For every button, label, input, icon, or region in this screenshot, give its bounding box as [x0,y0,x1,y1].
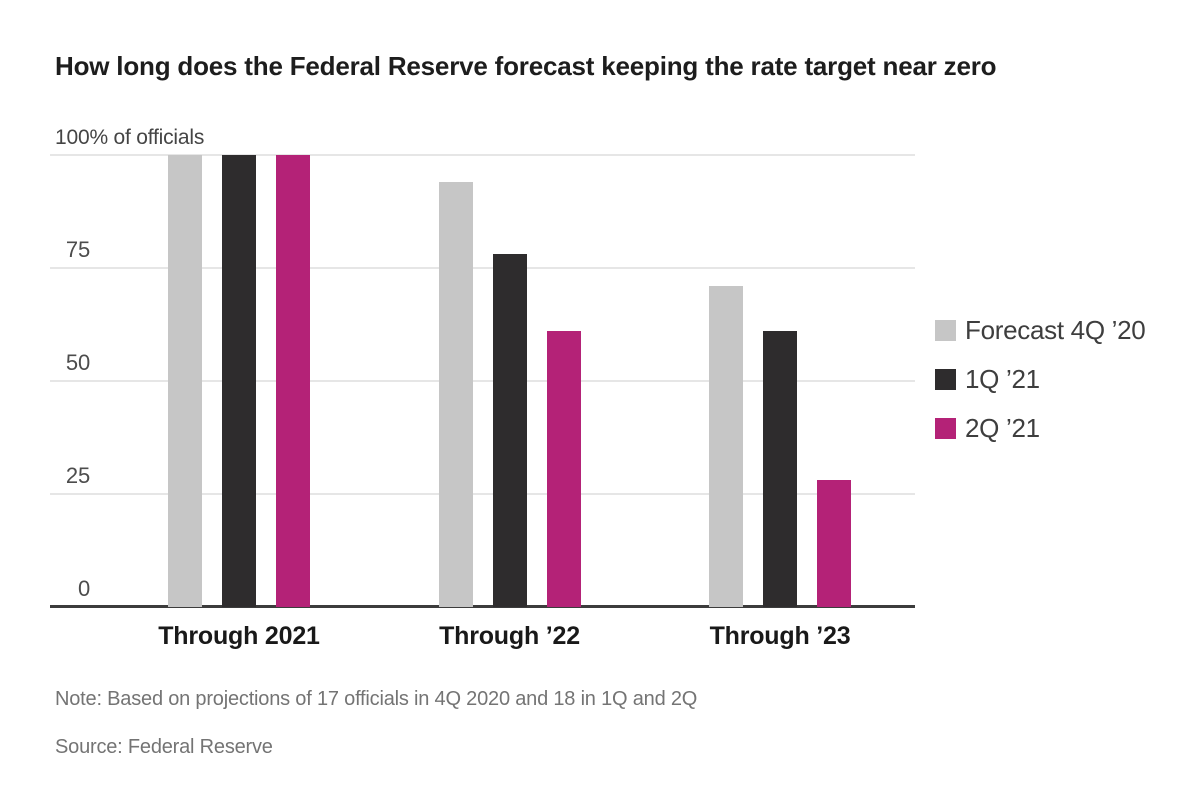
x-axis-baseline [50,605,915,608]
legend-swatch-icon [935,418,956,439]
gridline [50,267,915,269]
y-tick-label: 25 [65,463,90,488]
x-category-label: Through ’23 [709,622,851,650]
bar-through-’23-s0 [709,286,743,607]
y-tick-label: 0 [77,576,90,601]
y-axis-unit-label: 100% of officials [55,126,205,149]
y-tick-label: 50 [65,350,90,375]
bar-through-2021-s0 [168,155,202,607]
legend-label: 1Q ’21 [965,364,1040,394]
bar-through-2021-s1 [222,155,256,607]
legend-label: 2Q ’21 [965,413,1040,443]
y-tick-label: 75 [65,237,90,262]
gridline [50,493,915,495]
legend-swatch-icon [935,320,956,341]
legend: Forecast 4Q ’20 1Q ’21 2Q ’21 [935,306,1146,453]
bar-through-’23-s1 [763,331,797,607]
x-category-label: Through ’22 [439,622,580,650]
legend-swatch-icon [935,369,956,390]
bar-through-’22-s1 [492,254,527,607]
bar-through-’22-s2 [546,331,581,607]
legend-row: Forecast 4Q ’20 [935,306,1146,355]
legend-row: 2Q ’21 [935,404,1145,453]
legend-label: Forecast 4Q ’20 [965,315,1146,345]
chart-title: How long does the Federal Reserve foreca… [55,51,997,81]
chart-source: Source: Federal Reserve [55,736,273,758]
chart-note: Note: Based on projections of 17 officia… [55,688,698,710]
bar-through-2021-s2 [276,155,310,607]
gridline [50,154,915,156]
bar-through-’22-s0 [438,182,473,607]
bar-through-’23-s2 [817,480,851,607]
legend-row: 1Q ’21 [935,355,1145,404]
gridline [50,380,915,382]
x-category-label: Through 2021 [158,622,320,650]
